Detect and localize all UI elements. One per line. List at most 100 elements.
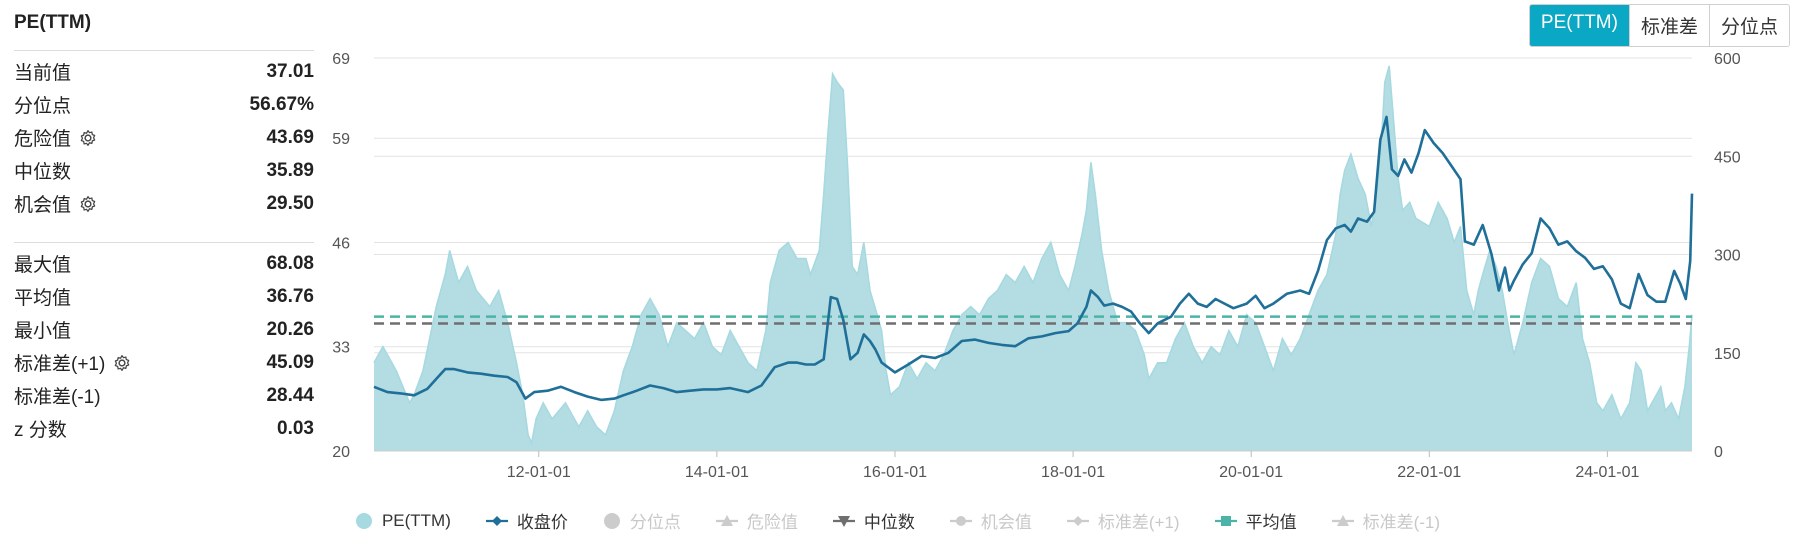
metric-tab-group: PE(TTM) 标准差 分位点 <box>1528 4 1790 47</box>
divider <box>14 242 314 243</box>
stat-label-text: 危险值 <box>14 129 72 150</box>
stat-label-text: 最大值 <box>14 255 72 276</box>
stat-value: 35.89 <box>266 159 314 181</box>
stat-value: 43.69 <box>266 126 314 148</box>
stat-value: 56.67% <box>249 93 314 115</box>
gear-icon[interactable] <box>113 354 131 372</box>
legend-circle-icon <box>602 512 622 530</box>
legend-line-diamond-icon <box>485 512 509 530</box>
stat-value: 68.08 <box>266 252 314 274</box>
pe-area <box>374 66 1692 451</box>
stat-label: 平均值 <box>14 283 71 310</box>
legend-line-square-icon <box>1214 512 1238 530</box>
legend-line-triangle-icon <box>1331 512 1355 530</box>
stat-label-text: 最小值 <box>14 321 72 342</box>
tab-pe-ttm[interactable]: PE(TTM) <box>1529 5 1629 46</box>
x-tick-label: 12-01-01 <box>507 464 571 481</box>
stat-label-text: 当前值 <box>14 63 72 84</box>
stat-label-text: 标准差(+1) <box>14 354 106 375</box>
stats-panel-primary: 当前值 37.01 分位点 56.67% 危险值 43.69 中位数 35.89 机会值 29.5… <box>14 50 314 220</box>
stat-row: 当前值 37.01 <box>14 55 314 88</box>
stat-value: 29.50 <box>266 192 314 214</box>
stats-panel-secondary: 最大值 68.08 平均值 36.76 最小值 20.26 标准差(+1) 45.09 标准差(… <box>14 242 314 445</box>
legend-line-triangle-down-icon <box>832 512 856 530</box>
stat-label: 当前值 <box>14 58 71 85</box>
legend-circle-icon <box>354 512 374 530</box>
right-y-tick-label: 450 <box>1714 149 1741 166</box>
left-y-tick-label: 69 <box>332 51 350 68</box>
divider <box>14 50 314 51</box>
stat-label: z 分数 <box>14 415 67 442</box>
left-y-tick-label: 46 <box>332 235 350 252</box>
stat-row: 最小值 20.26 <box>14 313 314 346</box>
right-y-tick-label: 150 <box>1714 346 1741 363</box>
left-y-tick-label: 59 <box>332 131 350 148</box>
tab-std-dev[interactable]: 标准差 <box>1628 5 1709 46</box>
legend-item[interactable]: 中位数 <box>832 508 915 533</box>
legend-label: 标准差(+1) <box>1097 513 1180 532</box>
stat-label-text: 机会值 <box>14 195 72 216</box>
legend-item[interactable]: 分位点 <box>602 508 681 533</box>
price-line <box>373 115 1694 402</box>
legend-label: 机会值 <box>980 513 1032 532</box>
x-tick-label: 20-01-01 <box>1219 464 1283 481</box>
stat-label-text: z 分数 <box>14 420 67 441</box>
legend-item[interactable]: 标准差(-1) <box>1331 508 1440 533</box>
stat-row: z 分数 0.03 <box>14 412 314 445</box>
stat-label-text: 标准差(-1) <box>14 387 101 408</box>
stat-label: 最大值 <box>14 250 71 277</box>
legend-item[interactable]: 平均值 <box>1214 508 1297 533</box>
right-y-tick-label: 300 <box>1714 248 1741 265</box>
stat-label-text: 中位数 <box>14 162 72 183</box>
chart-title: PE(TTM) <box>14 12 92 33</box>
x-tick-label: 14-01-01 <box>685 464 749 481</box>
legend-item[interactable]: PE(TTM) <box>354 508 451 533</box>
legend-label: 标准差(-1) <box>1362 513 1441 532</box>
stat-row: 最大值 68.08 <box>14 247 314 280</box>
stat-row: 平均值 36.76 <box>14 280 314 313</box>
stat-value: 36.76 <box>266 285 314 307</box>
stat-label: 分位点 <box>14 91 71 118</box>
stat-value: 20.26 <box>266 318 314 340</box>
stat-value: 28.44 <box>266 384 314 406</box>
left-y-tick-label: 33 <box>332 340 350 357</box>
stat-label-text: 分位点 <box>14 96 72 117</box>
stat-label: 标准差(-1) <box>14 382 101 409</box>
x-tick-label: 18-01-01 <box>1041 464 1105 481</box>
gear-icon[interactable] <box>79 129 97 147</box>
stat-row: 危险值 43.69 <box>14 121 314 154</box>
stat-label: 最小值 <box>14 316 71 343</box>
stat-value: 37.01 <box>266 60 314 82</box>
legend-item[interactable]: 危险值 <box>715 508 798 533</box>
legend-label: 收盘价 <box>516 513 568 532</box>
chart-legend: PE(TTM) 收盘价 分位点 危险值 中位数 机会值 标准差(+1) 平均值 标准差(-1) <box>0 508 1794 533</box>
stat-value: 0.03 <box>277 417 314 439</box>
gear-icon[interactable] <box>79 195 97 213</box>
right-y-tick-label: 600 <box>1714 51 1741 68</box>
stat-label: 机会值 <box>14 190 97 217</box>
legend-item[interactable]: 机会值 <box>949 508 1032 533</box>
x-tick-label: 16-01-01 <box>863 464 927 481</box>
stat-label: 危险值 <box>14 124 97 151</box>
stat-label: 中位数 <box>14 157 71 184</box>
stat-row: 中位数 35.89 <box>14 154 314 187</box>
stat-label-text: 平均值 <box>14 288 72 309</box>
stat-row: 分位点 56.67% <box>14 88 314 121</box>
legend-label: 危险值 <box>746 513 798 532</box>
legend-label: 中位数 <box>863 513 915 532</box>
stat-label: 标准差(+1) <box>14 349 131 376</box>
legend-line-circle-icon <box>949 512 973 530</box>
legend-label: 平均值 <box>1245 513 1297 532</box>
x-tick-label: 22-01-01 <box>1397 464 1461 481</box>
stat-row: 标准差(+1) 45.09 <box>14 346 314 379</box>
right-y-tick-label: 0 <box>1714 444 1723 461</box>
stat-row: 机会值 29.50 <box>14 187 314 220</box>
stat-row: 标准差(-1) 28.44 <box>14 379 314 412</box>
legend-item[interactable]: 标准差(+1) <box>1066 508 1180 533</box>
legend-item[interactable]: 收盘价 <box>485 508 568 533</box>
left-y-tick-label: 20 <box>332 444 350 461</box>
tab-percentile[interactable]: 分位点 <box>1708 5 1789 46</box>
legend-label: PE(TTM) <box>381 510 451 530</box>
legend-label: 分位点 <box>629 513 681 532</box>
